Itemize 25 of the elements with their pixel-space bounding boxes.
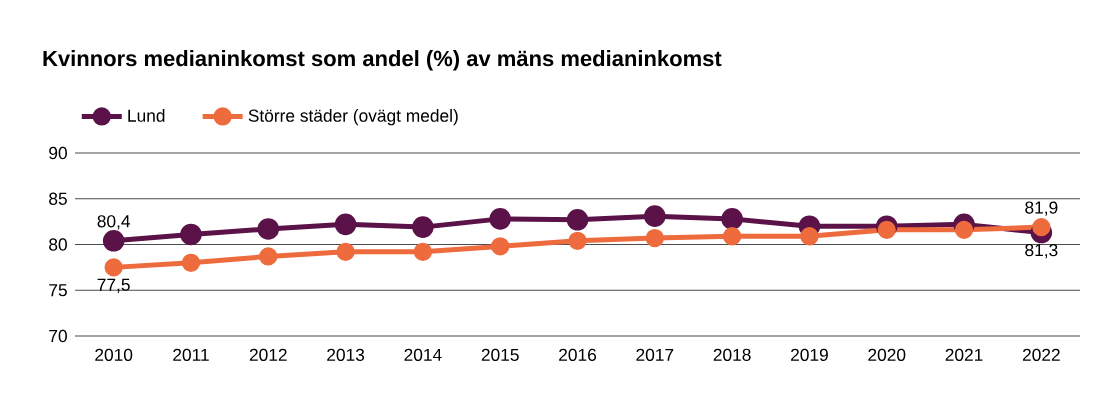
- x-tick-label: 2021: [945, 348, 983, 361]
- data-label: 81,9: [1025, 201, 1058, 216]
- data-label: 81,3: [1025, 243, 1058, 259]
- x-tick-label: 2011: [173, 348, 209, 361]
- chart-title: Kvinnors medianinkomst som andel (%) av mäns medianinkomst: [43, 50, 722, 71]
- x-tick-label: 2020: [868, 348, 906, 361]
- legend-label: Lund: [128, 109, 165, 122]
- data-label: 77,5: [97, 278, 130, 293]
- y-tick-label: 70: [49, 329, 67, 343]
- y-tick-label: 75: [49, 284, 67, 297]
- x-tick-label: 2022: [1022, 348, 1060, 361]
- x-tick-label: 2015: [481, 348, 519, 361]
- x-tick-label: 2018: [713, 348, 751, 361]
- x-tick-label: 2012: [249, 348, 287, 361]
- x-tick-label: 2010: [95, 348, 133, 361]
- legend-label: Större städer (ovägt medel): [248, 109, 458, 126]
- data-label: 80,4: [97, 215, 131, 230]
- x-tick-label: 2019: [791, 348, 828, 361]
- x-tick-label: 2014: [404, 348, 442, 361]
- y-tick-label: 85: [49, 192, 67, 205]
- y-tick-label: 80: [49, 238, 67, 251]
- y-tick-label: 90: [49, 146, 67, 160]
- x-tick-label: 2017: [636, 348, 674, 361]
- x-tick-label: 2016: [559, 348, 597, 361]
- x-tick-label: 2013: [327, 348, 365, 361]
